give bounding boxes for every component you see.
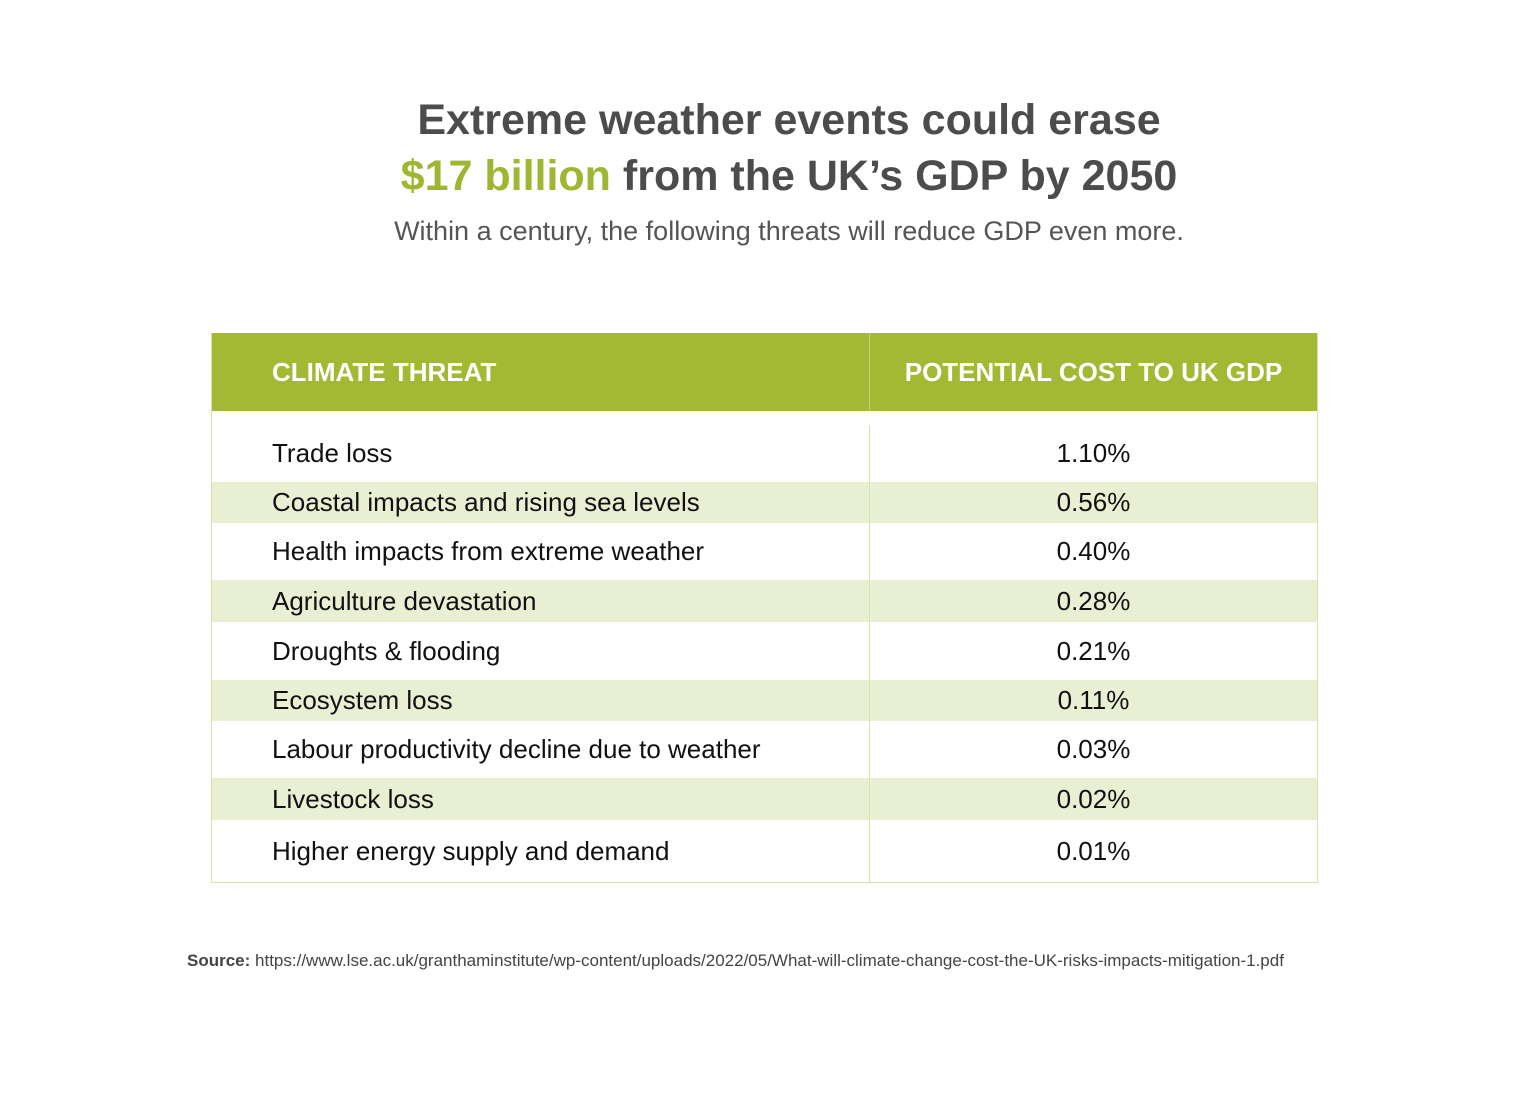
threat-cell: Droughts & flooding: [212, 622, 870, 680]
cost-cell: 1.10%: [1056, 438, 1131, 468]
title-line-2: $17 billion from the UK’s GDP by 2050: [0, 148, 1536, 204]
title-line-2-rest: from the UK’s GDP by 2050: [610, 152, 1178, 200]
cost-cell: 0.28%: [1056, 585, 1131, 616]
table-row: Livestock loss 0.02%: [212, 778, 1317, 820]
table-header: CLIMATE THREAT POTENTIAL COST TO UK GDP: [212, 333, 1317, 411]
title-line-1: Extreme weather events could erase: [417, 96, 1161, 144]
cost-table: CLIMATE THREAT POTENTIAL COST TO UK GDP …: [211, 333, 1318, 883]
threat-cell: Trade loss: [212, 425, 870, 482]
threat-cell: Coastal impacts and rising sea levels: [212, 482, 870, 523]
table-row: Labour productivity decline due to weath…: [212, 721, 1317, 778]
column-header-cost: POTENTIAL COST TO UK GDP: [904, 356, 1283, 387]
table-row: Ecosystem loss 0.11%: [212, 680, 1317, 721]
cost-cell: 0.56%: [1056, 487, 1131, 517]
cost-cell: 0.02%: [1056, 783, 1131, 814]
table-row: Trade loss 1.10%: [212, 411, 1317, 482]
page-title: Extreme weather events could erase $17 b…: [0, 92, 1536, 204]
table-row: Droughts & flooding 0.21%: [212, 622, 1317, 680]
cost-cell: 0.21%: [1056, 635, 1131, 666]
subtitle: Within a century, the following threats …: [394, 216, 1184, 246]
table-row: Higher energy supply and demand 0.01%: [212, 820, 1317, 882]
title-accent: $17 billion: [400, 152, 611, 200]
threat-cell: Higher energy supply and demand: [212, 820, 870, 882]
table-row: Health impacts from extreme weather 0.40%: [212, 523, 1317, 580]
threat-cell: Health impacts from extreme weather: [212, 523, 870, 580]
source-url: https://www.lse.ac.uk/granthaminstitute/…: [250, 951, 1284, 970]
table-row: Agriculture devastation 0.28%: [212, 580, 1317, 622]
threat-cell: Livestock loss: [212, 778, 870, 820]
source-label: Source:: [187, 951, 251, 970]
cost-cell: 0.01%: [1056, 835, 1131, 866]
cost-cell: 0.40%: [1056, 536, 1131, 566]
cost-cell: 0.11%: [1057, 685, 1130, 715]
threat-cell: Labour productivity decline due to weath…: [212, 721, 870, 778]
table-body: Trade loss 1.10% Coastal impacts and risin…: [212, 411, 1317, 882]
threat-cell: Ecosystem loss: [212, 680, 870, 721]
threat-cell: Agriculture devastation: [212, 580, 870, 622]
cost-cell: 0.03%: [1056, 734, 1131, 764]
source-note: Source: https://www.lse.ac.uk/granthamin…: [187, 951, 1284, 971]
table-row: Coastal impacts and rising sea levels 0.5…: [212, 482, 1317, 523]
column-header-threat: CLIMATE THREAT: [212, 333, 870, 411]
